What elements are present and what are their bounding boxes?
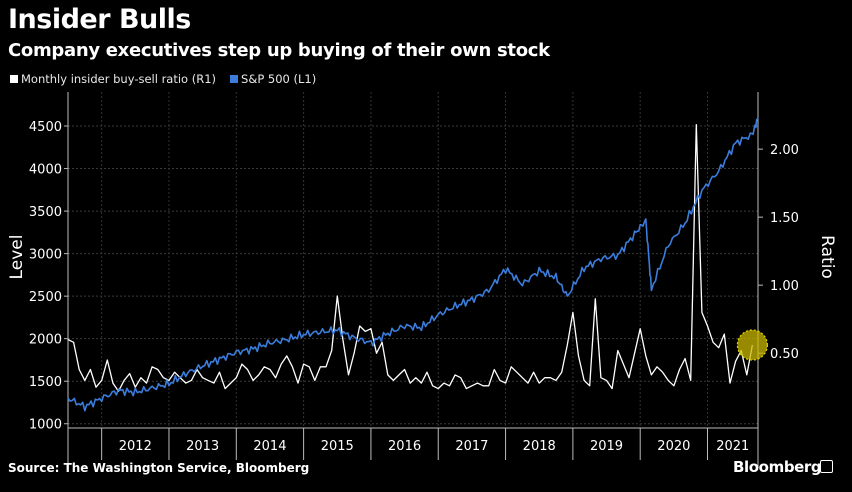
left-tick-label: 2500 [29,290,62,305]
legend-swatch-ratio [10,75,18,83]
legend-item-ratio: Monthly insider buy-sell ratio (R1) [10,72,216,86]
x-tick-label: 2021 [716,439,749,454]
legend-label-sp500: S&P 500 (L1) [241,72,317,86]
left-tick-label: 4500 [29,120,62,135]
x-tick-label: 2017 [455,439,488,454]
left-tick-label: 4000 [29,163,62,178]
right-tick-label: 1.50 [770,211,799,226]
series-line-insider-ratio [67,123,754,392]
legend-swatch-sp500 [230,75,239,83]
x-tick-label: 2020 [657,439,690,454]
gridlines [68,125,758,425]
bloomberg-icon [820,460,833,473]
x-tick-label: 2019 [590,439,623,454]
x-axis-ticks: 2012 2013 2014 2015 2016 2017 2018 2019 2020 2021 [101,428,749,460]
right-axis-title: Ratio [817,235,837,279]
year-separators [101,92,709,428]
x-tick-label: 2014 [253,439,286,454]
legend-label-ratio: Monthly insider buy-sell ratio (R1) [21,72,217,86]
x-tick-label: 2018 [523,439,556,454]
x-tick-label: 2013 [186,439,219,454]
right-tick-label: 2.00 [770,143,799,158]
chart-title: Insider Bulls [8,4,191,35]
right-axis-ticks: 0.50 1.00 1.50 2.00 [758,143,799,362]
legend: Monthly insider buy-sell ratio (R1) S&P … [10,72,316,86]
right-tick-label: 1.00 [770,279,799,294]
x-tick-label: 2016 [388,439,421,454]
highlight-marker [736,329,768,361]
legend-item-sp500: S&P 500 (L1) [230,72,316,86]
left-tick-label: 3000 [29,248,62,263]
x-tick-label: 2012 [119,439,152,454]
left-axis-title: Level [7,235,27,280]
right-tick-label: 0.50 [770,347,799,362]
series-lines [67,117,768,412]
left-tick-label: 1500 [29,375,62,390]
chart-subtitle: Company executives step up buying of the… [8,40,550,61]
left-tick-label: 1000 [29,418,62,433]
left-tick-label: 2000 [29,333,62,348]
x-tick-label: 2015 [321,439,354,454]
axes [67,92,759,468]
left-axis-ticks: 1000 1500 2000 2500 3000 3500 4000 4500 [29,120,68,433]
source-note: Source: The Washington Service, Bloomber… [8,461,310,475]
brand-logo: Bloomberg [733,458,822,476]
left-tick-label: 3500 [29,205,62,220]
series-line-sp500 [67,117,759,412]
